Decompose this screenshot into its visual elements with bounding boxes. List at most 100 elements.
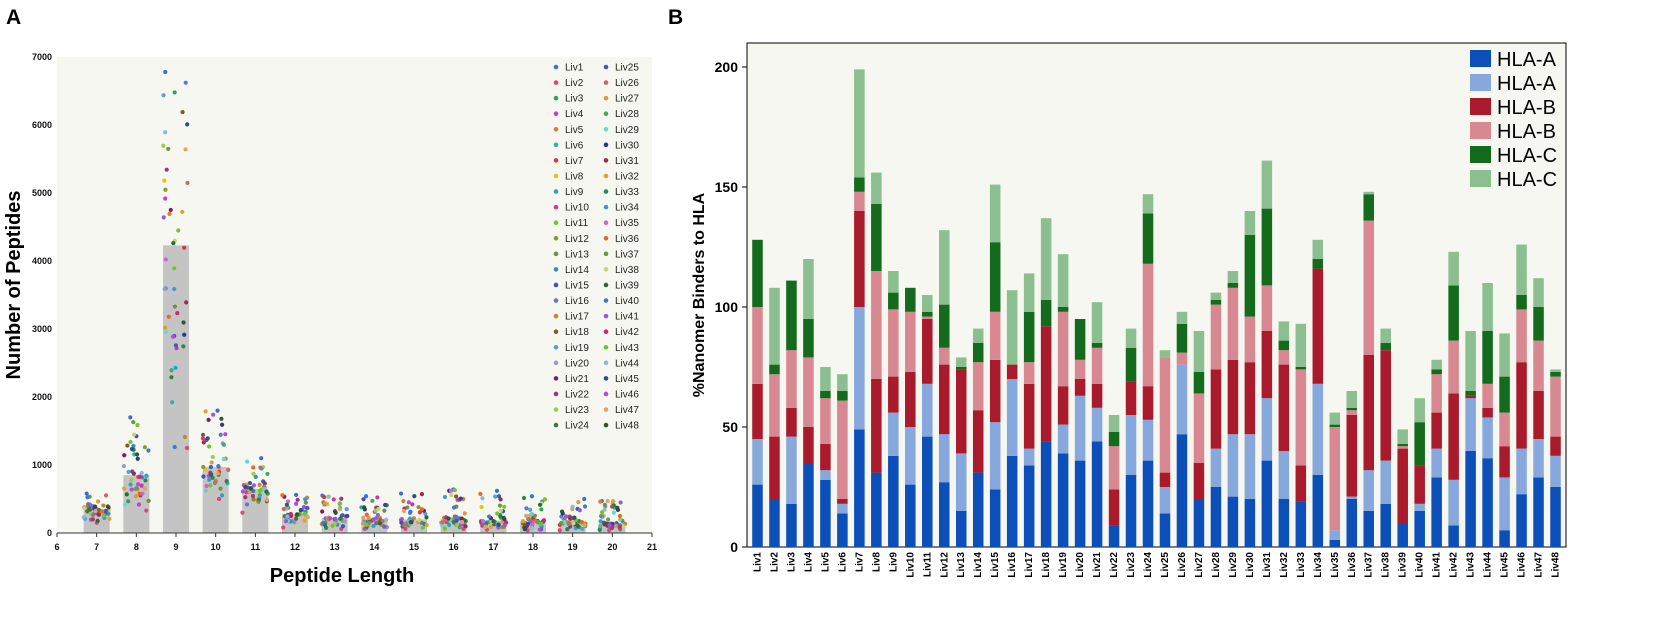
bar-liv33-series-0 <box>1295 501 1307 547</box>
x-tick-label-liv6: Liv6 <box>837 552 848 572</box>
bar-liv22-series-4 <box>1108 431 1120 447</box>
point-length-16-liv29 <box>440 523 445 528</box>
legend-item-liv40: Liv40 <box>603 296 639 307</box>
panel-b-label: B <box>668 6 683 29</box>
point-length-18-liv19 <box>528 507 533 512</box>
legend-label-series-1: HLA-A <box>1497 73 1557 95</box>
bar-liv1-series-2 <box>752 383 763 439</box>
bar-liv40-series-1 <box>1414 503 1425 511</box>
point-length-10-liv44 <box>203 488 209 493</box>
bar-liv13-series-2 <box>955 369 967 454</box>
x-tick-label-liv20: Liv20 <box>1075 552 1086 578</box>
legend-label-liv38: Liv38 <box>615 265 639 276</box>
x-tick-label-liv8: Liv8 <box>871 552 882 572</box>
point-length-14-liv44 <box>384 517 389 522</box>
bar-liv14-series-4 <box>972 343 984 363</box>
bar-liv45-series-0 <box>1499 530 1510 547</box>
point-length-11-liv23 <box>251 471 256 476</box>
point-length-12-liv4 <box>294 501 299 506</box>
bar-liv12-series-1 <box>938 434 950 483</box>
bar-length-19 <box>559 522 586 533</box>
point-length-9-liv26 <box>185 180 190 186</box>
point-length-12-liv41 <box>283 519 289 524</box>
point-length-11-liv1 <box>259 456 264 461</box>
point-length-16-liv35 <box>448 488 454 493</box>
bar-liv46-series-3 <box>1516 309 1527 363</box>
legend-marker-liv12 <box>553 235 559 241</box>
point-length-12-liv26 <box>281 506 286 512</box>
stack-liv36 <box>1346 391 1358 547</box>
point-length-8-liv23 <box>129 478 134 483</box>
bar-liv23-series-1 <box>1125 415 1137 475</box>
stack-liv21 <box>1091 302 1103 547</box>
point-length-10-liv39 <box>209 472 214 477</box>
point-length-15-liv45 <box>412 494 417 499</box>
x-tick-label-10: 10 <box>211 542 221 552</box>
point-length-20-liv32 <box>610 499 616 504</box>
legend-label-liv23: Liv23 <box>565 405 589 416</box>
legend-marker-liv43 <box>603 344 609 350</box>
y-tick-label-4000: 4000 <box>32 256 52 266</box>
stack-liv45 <box>1499 333 1510 547</box>
x-tick-label-17: 17 <box>488 542 498 552</box>
legend-label-liv6: Liv6 <box>565 140 584 151</box>
bar-liv20-series-1 <box>1074 395 1086 461</box>
point-length-8-liv21 <box>122 453 127 458</box>
point-length-10-liv2 <box>216 496 222 502</box>
bar-liv1-series-1 <box>752 439 763 485</box>
point-length-7-liv24 <box>84 508 90 514</box>
stack-liv9 <box>888 271 899 547</box>
legend-item-liv20: Liv20 <box>553 358 589 369</box>
bar-liv4-series-4 <box>803 319 814 358</box>
bar-liv15-series-1 <box>989 422 1001 490</box>
legend-item-liv42: Liv42 <box>603 327 639 338</box>
x-tick-label-20: 20 <box>607 542 617 552</box>
bar-liv37-series-2 <box>1363 355 1375 471</box>
legend-label-liv43: Liv43 <box>615 343 639 354</box>
stack-liv15 <box>989 184 1001 547</box>
point-length-14-liv47 <box>361 515 366 520</box>
point-length-11-liv42 <box>250 493 256 499</box>
legend-label-liv2: Liv2 <box>565 78 584 89</box>
bar-liv38-series-5 <box>1380 328 1391 343</box>
x-tick-label-liv29: Liv29 <box>1228 552 1239 578</box>
legend-label-liv22: Liv22 <box>565 389 589 400</box>
stack-liv46 <box>1516 244 1527 547</box>
point-length-11-liv45 <box>243 484 248 489</box>
bar-liv14-series-5 <box>972 328 984 343</box>
point-length-14-liv13 <box>382 508 387 513</box>
point-length-19-liv39 <box>575 523 580 528</box>
point-length-20-liv28 <box>606 517 611 522</box>
bar-liv40-series-4 <box>1414 422 1425 466</box>
point-length-16-liv18 <box>454 494 459 499</box>
x-tick-label-liv35: Liv35 <box>1330 552 1341 578</box>
legend-marker-liv9 <box>553 189 559 194</box>
point-length-8-liv30 <box>135 456 140 461</box>
y-tick-label-200: 200 <box>715 59 739 75</box>
point-length-11-liv48 <box>248 485 253 491</box>
bar-liv8-series-5 <box>871 172 882 204</box>
bar-liv45-series-5 <box>1499 333 1510 377</box>
x-tick-label-liv37: Liv37 <box>1364 552 1375 578</box>
bar-liv2-series-4 <box>769 364 780 375</box>
bar-liv38-series-0 <box>1380 503 1391 547</box>
bar-liv37-series-5 <box>1363 191 1375 195</box>
bar-liv16-series-2 <box>1006 364 1018 379</box>
x-tick-label-liv38: Liv38 <box>1381 552 1392 578</box>
legend-item-liv23: Liv23 <box>553 405 589 416</box>
point-length-10-liv9 <box>219 493 225 498</box>
point-length-17-liv48 <box>501 515 506 520</box>
legend-label-liv9: Liv9 <box>565 187 584 198</box>
bar-liv35-series-5 <box>1329 412 1341 425</box>
legend-marker-liv39 <box>603 282 609 288</box>
point-length-12-liv1 <box>294 492 299 498</box>
point-length-20-liv42 <box>617 525 622 530</box>
legend-label-liv15: Liv15 <box>565 280 589 291</box>
point-length-9-liv2 <box>184 445 190 451</box>
bar-liv46-series-5 <box>1516 244 1527 295</box>
point-length-20-liv48 <box>615 505 620 510</box>
point-length-8-liv34 <box>128 482 133 487</box>
stack-liv17 <box>1023 273 1035 547</box>
x-tick-label-liv16: Liv16 <box>1007 552 1018 578</box>
panel-a-points <box>81 69 628 533</box>
